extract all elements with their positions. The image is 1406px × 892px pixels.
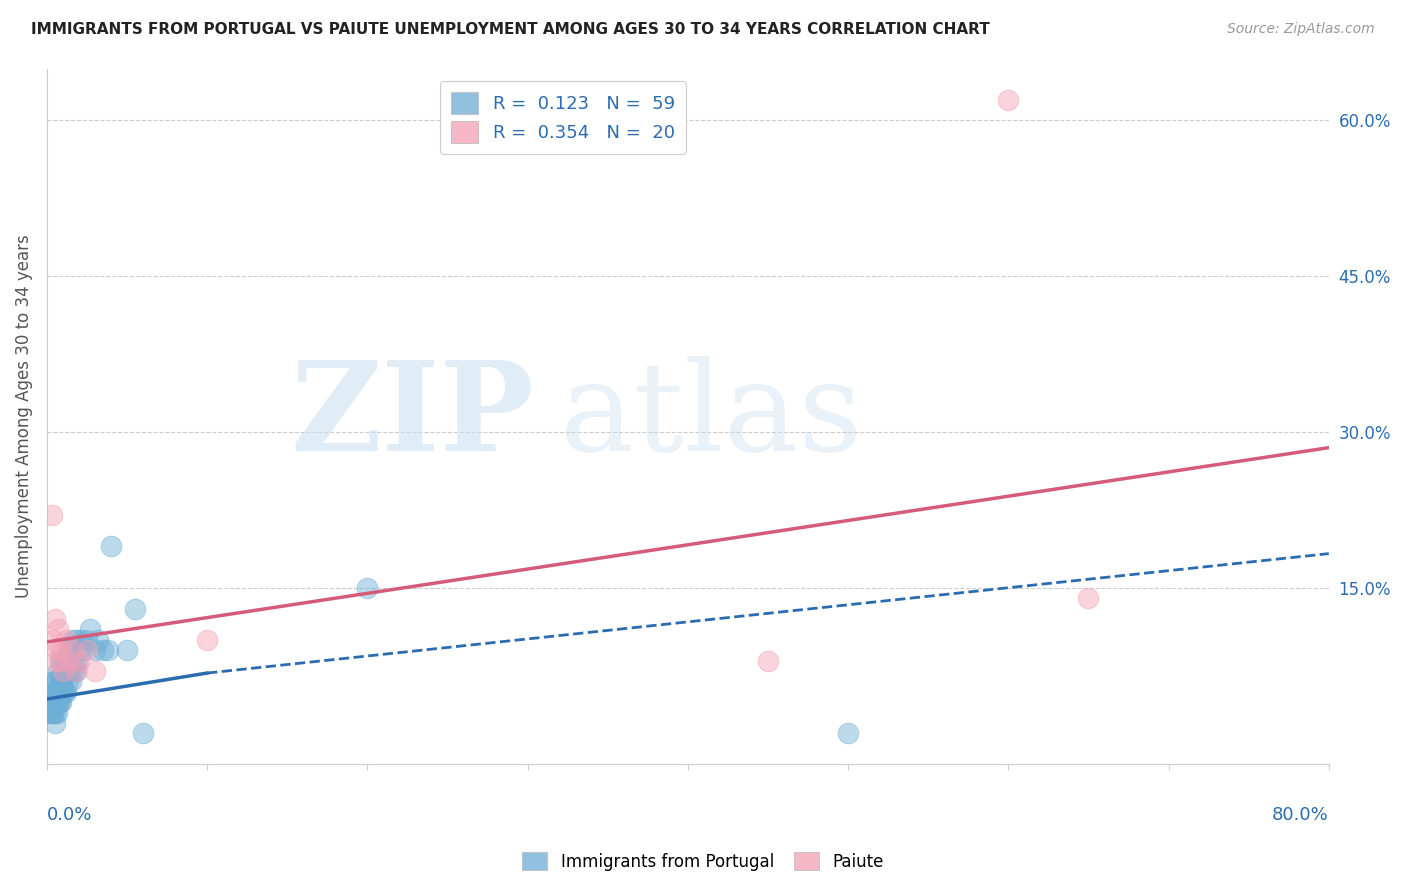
Point	[51, 643, 73, 657]
Point	[76, 632, 98, 647]
Point	[756, 654, 779, 668]
Legend: R =  0.123   N =  59, R =  0.354   N =  20: R = 0.123 N = 59, R = 0.354 N = 20	[440, 81, 686, 154]
Legend: Immigrants from Portugal, Paiute: Immigrants from Portugal, Paiute	[515, 844, 891, 880]
Point	[52, 654, 75, 668]
Point	[46, 623, 69, 637]
Point	[44, 612, 66, 626]
Point	[65, 632, 87, 647]
Point	[52, 674, 75, 689]
Point	[56, 674, 79, 689]
Y-axis label: Unemployment Among Ages 30 to 34 years: Unemployment Among Ages 30 to 34 years	[15, 235, 32, 599]
Point	[48, 654, 70, 668]
Point	[87, 632, 110, 647]
Point	[58, 664, 80, 678]
Point	[76, 643, 98, 657]
Point	[53, 685, 76, 699]
Point	[59, 643, 82, 657]
Point	[45, 643, 67, 657]
Point	[48, 674, 70, 689]
Point	[52, 664, 75, 678]
Text: IMMIGRANTS FROM PORTUGAL VS PAIUTE UNEMPLOYMENT AMONG AGES 30 TO 34 YEARS CORREL: IMMIGRANTS FROM PORTUGAL VS PAIUTE UNEMP…	[31, 22, 990, 37]
Point	[46, 685, 69, 699]
Point	[44, 654, 66, 668]
Point	[63, 654, 86, 668]
Point	[97, 643, 120, 657]
Point	[69, 632, 91, 647]
Point	[44, 685, 66, 699]
Point	[42, 706, 65, 720]
Point	[46, 664, 69, 678]
Point	[48, 695, 70, 709]
Point	[48, 685, 70, 699]
Point	[837, 726, 859, 740]
Point	[41, 695, 63, 709]
Point	[45, 695, 67, 709]
Point	[55, 654, 77, 668]
Point	[51, 674, 73, 689]
Point	[45, 685, 67, 699]
Point	[356, 581, 378, 595]
Point	[44, 695, 66, 709]
Point	[67, 643, 90, 657]
Point	[42, 674, 65, 689]
Point	[46, 695, 69, 709]
Point	[997, 93, 1019, 107]
Point	[44, 706, 66, 720]
Point	[42, 685, 65, 699]
Point	[1077, 591, 1099, 606]
Point	[55, 632, 77, 647]
Point	[51, 695, 73, 709]
Point	[132, 726, 155, 740]
Point	[45, 706, 67, 720]
Point	[62, 632, 84, 647]
Point	[48, 654, 70, 668]
Text: Source: ZipAtlas.com: Source: ZipAtlas.com	[1227, 22, 1375, 37]
Text: ZIP: ZIP	[290, 356, 534, 477]
Point	[79, 623, 101, 637]
Point	[52, 664, 75, 678]
Point	[91, 643, 114, 657]
Text: 0.0%: 0.0%	[46, 806, 93, 824]
Point	[65, 664, 87, 678]
Point	[42, 695, 65, 709]
Point	[59, 674, 82, 689]
Point	[65, 664, 87, 678]
Point	[66, 654, 89, 668]
Point	[62, 643, 84, 657]
Point	[58, 654, 80, 668]
Point	[41, 508, 63, 523]
Point	[56, 643, 79, 657]
Point	[44, 674, 66, 689]
Point	[45, 674, 67, 689]
Point	[53, 664, 76, 678]
Point	[195, 632, 218, 647]
Point	[44, 715, 66, 730]
Point	[41, 706, 63, 720]
Point	[84, 643, 107, 657]
Text: atlas: atlas	[560, 356, 863, 477]
Point	[124, 601, 146, 615]
Point	[42, 632, 65, 647]
Text: 80.0%: 80.0%	[1272, 806, 1329, 824]
Point	[52, 685, 75, 699]
Point	[84, 664, 107, 678]
Point	[62, 664, 84, 678]
Point	[67, 654, 90, 668]
Point	[70, 643, 93, 657]
Point	[55, 685, 77, 699]
Point	[100, 539, 122, 553]
Point	[39, 706, 62, 720]
Point	[115, 643, 138, 657]
